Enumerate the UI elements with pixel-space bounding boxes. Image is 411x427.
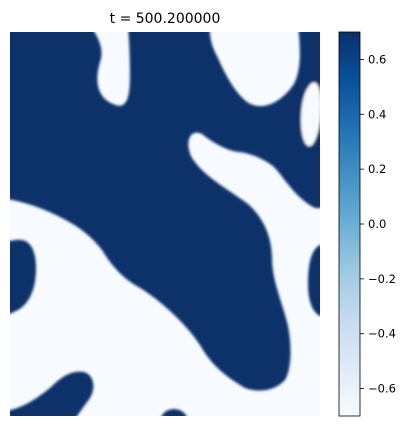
colorbar-tick-label: 0.0 (368, 217, 386, 231)
colorbar-tick-label: 0.2 (368, 162, 386, 176)
colorbar-ticks: 0.6 0.4 0.2 0.0 −0.2 −0.4 −0.6 (360, 52, 396, 395)
colorbar (339, 32, 360, 416)
colorbar-tick-label: −0.4 (368, 327, 396, 341)
chart-title: t = 500.200000 (110, 11, 221, 27)
heatmap-field (0, 25, 330, 427)
colorbar-tick-label: −0.2 (368, 272, 396, 286)
colorbar-tick-label: 0.4 (368, 107, 386, 121)
colorbar-tick-label: 0.6 (368, 52, 386, 66)
colorbar-tick-label: −0.6 (368, 382, 396, 396)
